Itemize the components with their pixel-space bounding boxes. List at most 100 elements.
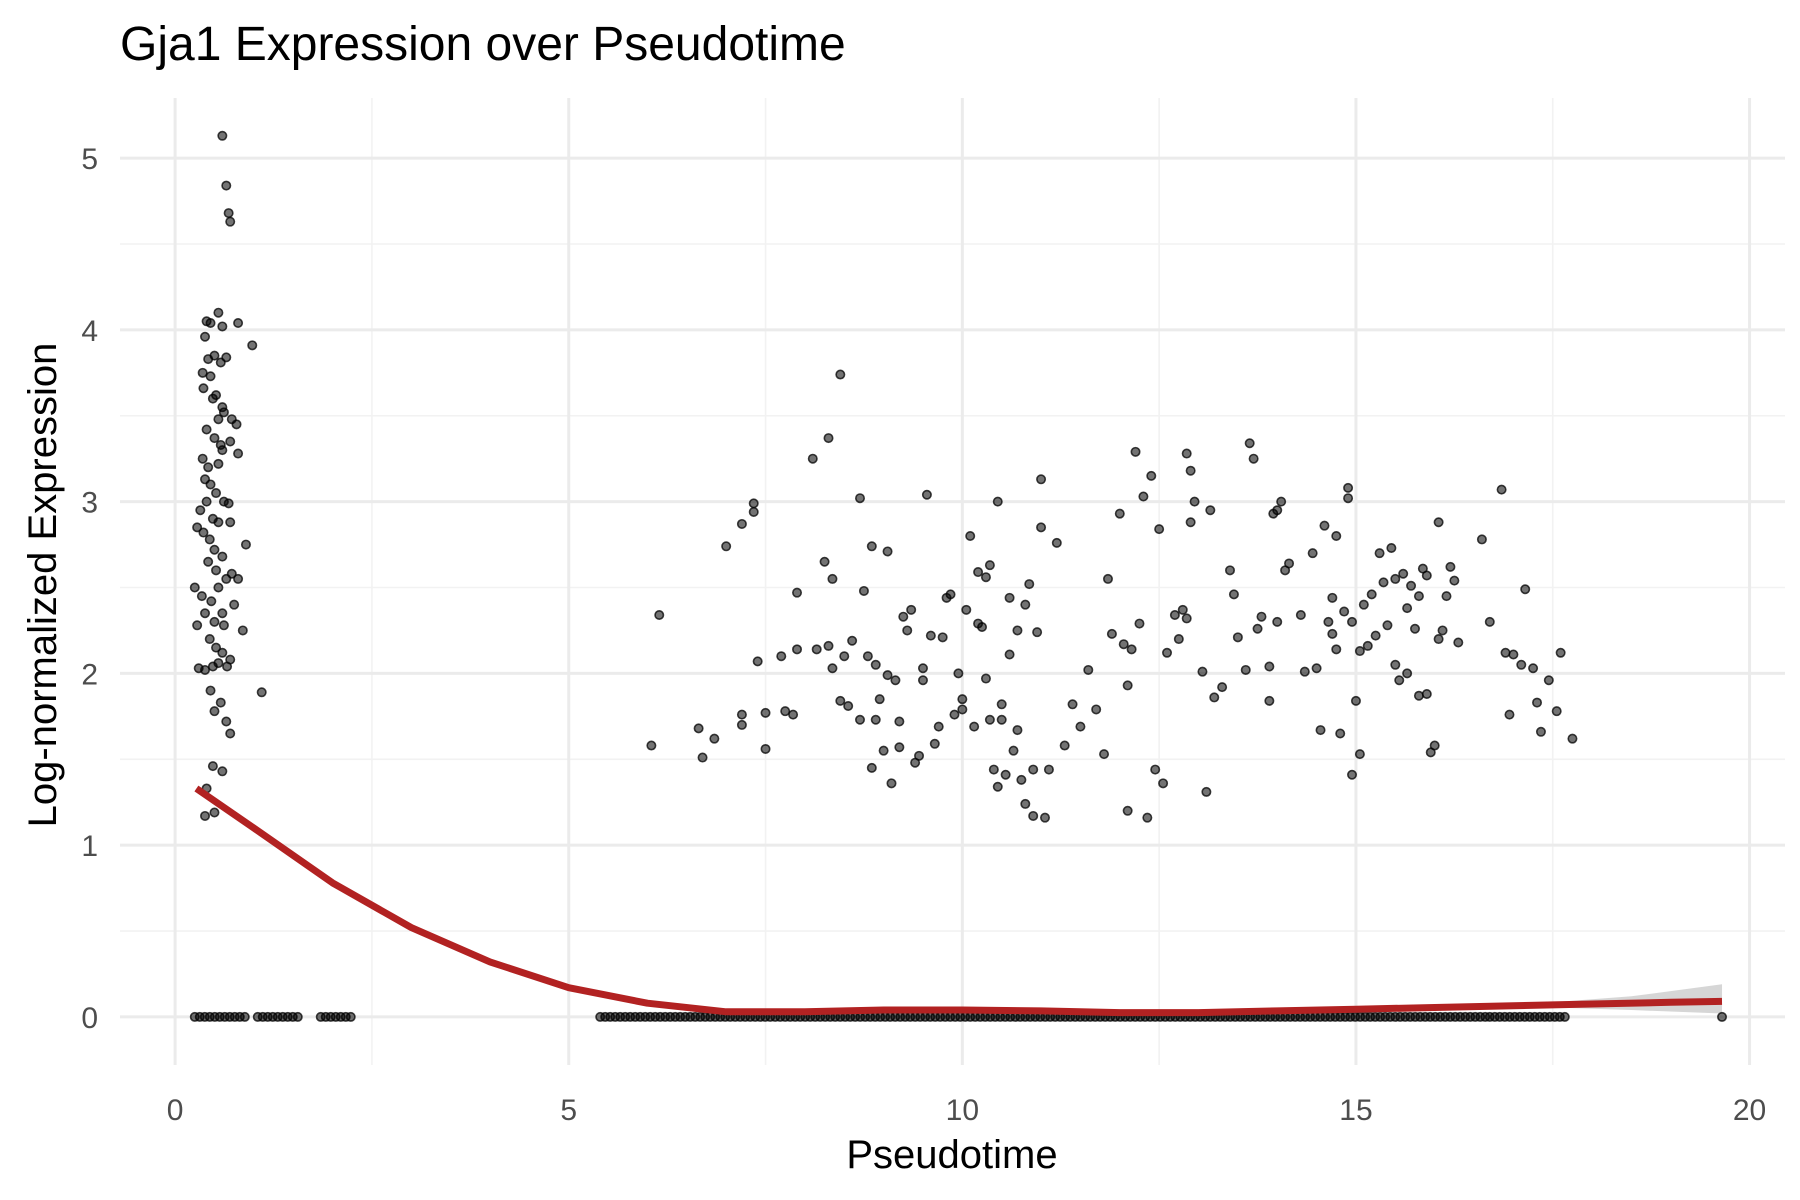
data-point <box>1154 524 1165 535</box>
data-point <box>1421 689 1432 700</box>
data-point <box>886 778 897 789</box>
data-point <box>225 436 236 447</box>
y-tick-label: 4 <box>81 315 98 348</box>
data-point <box>1217 682 1228 693</box>
data-point <box>221 180 232 191</box>
data-point <box>1343 493 1354 504</box>
data-point <box>223 498 234 509</box>
data-point <box>1004 592 1015 603</box>
data-point <box>1122 680 1133 691</box>
data-point <box>1091 704 1102 715</box>
data-point <box>1398 568 1409 579</box>
data-point <box>1264 661 1275 672</box>
data-point <box>780 706 791 717</box>
data-point <box>213 307 224 318</box>
data-point <box>1075 721 1086 732</box>
data-point <box>200 608 211 619</box>
data-point <box>209 706 220 717</box>
data-point <box>1331 644 1342 655</box>
data-point <box>1382 620 1393 631</box>
data-point <box>827 663 838 674</box>
data-point <box>221 352 232 363</box>
data-point <box>1146 470 1157 481</box>
x-axis-label: Pseudotime <box>846 1133 1057 1177</box>
data-point <box>646 740 657 751</box>
y-axis-label: Log-normalized Expression <box>21 343 65 828</box>
data-point <box>1445 561 1456 572</box>
x-axis-ticks: 0 5 10 15 20 <box>167 1094 1766 1127</box>
data-point <box>223 208 234 219</box>
data-point <box>760 743 771 754</box>
data-point <box>823 640 834 651</box>
data-point <box>1240 664 1251 675</box>
data-point <box>1555 647 1566 658</box>
data-point <box>1500 647 1511 658</box>
data-point <box>203 462 214 473</box>
data-point <box>1433 634 1444 645</box>
data-point <box>1476 534 1487 545</box>
data-point <box>1205 505 1216 516</box>
data-point <box>209 433 220 444</box>
data-point <box>233 573 244 584</box>
data-point <box>709 733 720 744</box>
data-point <box>654 609 665 620</box>
data-point <box>1327 592 1338 603</box>
data-point <box>1138 491 1149 502</box>
data-point <box>1173 634 1184 645</box>
data-point <box>1358 599 1369 610</box>
data-point <box>748 498 759 509</box>
data-point <box>1390 659 1401 670</box>
data-point <box>996 714 1007 725</box>
data-point <box>957 694 968 705</box>
data-point <box>1256 611 1267 622</box>
x-tick-label: 15 <box>1339 1094 1372 1127</box>
data-point <box>937 632 948 643</box>
data-point <box>225 728 236 739</box>
data-point <box>217 321 228 332</box>
data-point <box>1410 623 1421 634</box>
data-point <box>697 752 708 763</box>
data-point <box>1051 537 1062 548</box>
data-point <box>827 573 838 584</box>
data-point <box>209 544 220 555</box>
data-point <box>752 656 763 667</box>
data-point <box>1181 613 1192 624</box>
data-point <box>1421 570 1432 581</box>
data-point <box>1150 764 1161 775</box>
data-point <box>1315 725 1326 736</box>
y-tick-label: 1 <box>81 830 98 863</box>
data-point <box>1028 764 1039 775</box>
data-point <box>213 517 224 528</box>
data-point <box>1228 589 1239 600</box>
data-point <box>1122 805 1133 816</box>
data-points <box>189 130 1728 1022</box>
data-point <box>1504 709 1515 720</box>
data-point <box>1134 618 1145 629</box>
data-point <box>1004 649 1015 660</box>
data-point <box>906 604 917 615</box>
data-point <box>1169 609 1180 620</box>
data-point <box>215 697 226 708</box>
data-point <box>1402 603 1413 614</box>
data-point <box>1032 627 1043 638</box>
data-point <box>917 663 928 674</box>
data-point <box>980 572 991 583</box>
data-point <box>226 568 237 579</box>
data-point <box>1244 438 1255 449</box>
data-point <box>1012 725 1023 736</box>
data-point <box>1551 706 1562 717</box>
y-tick-label: 2 <box>81 658 98 691</box>
data-point <box>192 522 203 533</box>
data-point <box>945 589 956 600</box>
data-point <box>957 704 968 715</box>
data-point <box>1040 812 1051 823</box>
y-axis-ticks: 0 1 2 3 4 5 <box>81 143 98 1035</box>
data-point <box>1284 558 1295 569</box>
data-point <box>1441 591 1452 602</box>
data-point <box>213 658 224 669</box>
data-point <box>1272 616 1283 627</box>
data-point <box>1189 496 1200 507</box>
data-point <box>217 551 228 562</box>
zero-point <box>292 1011 303 1022</box>
data-point <box>1024 579 1035 590</box>
